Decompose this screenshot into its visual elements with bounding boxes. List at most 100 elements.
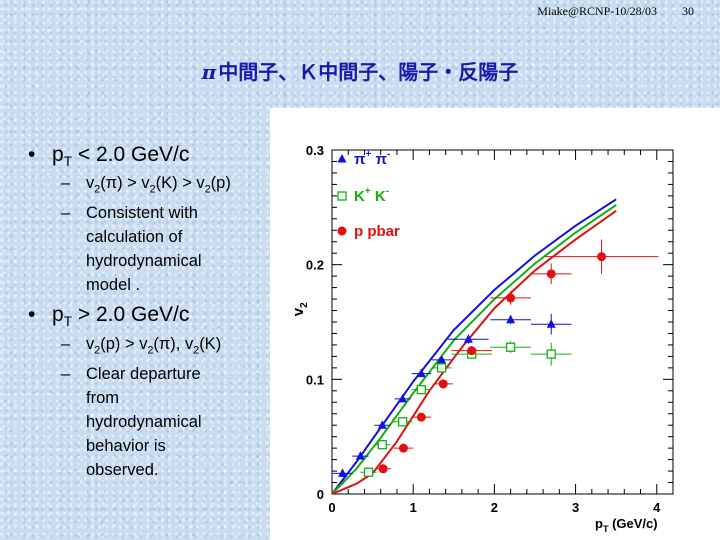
data-point <box>597 252 607 262</box>
data-point <box>377 440 387 450</box>
text-segment: Consistent with <box>86 204 198 223</box>
x-axis-label-subscript: T <box>603 524 609 534</box>
data-point <box>338 468 348 477</box>
subscript: T <box>63 154 73 170</box>
legend-text: p pbar <box>354 223 400 240</box>
slide-title: π 中間子、Ｋ中間子、陽子・反陽子 <box>0 56 720 85</box>
sub-bullet-item: observed. <box>28 458 278 482</box>
text-segment: hydrodynamical <box>86 412 202 431</box>
bullet-item: • pT > 2.0 GeV/c <box>28 303 278 329</box>
subscript: 2 <box>204 183 211 196</box>
sub-bullet-item: – Clear departure <box>28 362 278 386</box>
legend-text: - <box>386 186 389 197</box>
sub-bullet-item: – Consistent with <box>28 201 278 225</box>
sub-bullet-item: calculation of <box>28 225 278 249</box>
sub-bullet-item: hydrodynamical <box>28 410 278 434</box>
text-segment: observed. <box>86 460 159 479</box>
text-segment: Clear departure <box>86 364 201 383</box>
text-segment: (K) <box>199 334 222 353</box>
legend-text: K <box>371 188 386 205</box>
sub-bullet-item: model . <box>28 273 278 297</box>
sub-bullet-item: – v2(π) > v2(K) > v2(p) <box>28 171 278 201</box>
data-point <box>506 293 516 303</box>
legend-marker <box>337 226 347 236</box>
y-tick-label: 0.1 <box>306 372 324 387</box>
text-segment: (p) <box>210 174 231 193</box>
legend-entry: π+ π- <box>354 149 390 168</box>
text-segment: behavior is <box>86 436 166 455</box>
legend-marker <box>337 191 347 201</box>
data-point <box>546 269 556 279</box>
subscript: T <box>63 314 73 330</box>
x-axis-label-unit: (GeV/c) <box>608 516 657 531</box>
text-segment: < 2.0 GeV/c <box>72 143 190 166</box>
subscript: 2 <box>94 343 101 356</box>
page-number: 30 <box>682 4 694 18</box>
legend-text: + <box>365 149 371 160</box>
sub-bullet-dash: – <box>61 334 71 353</box>
subscript: 2 <box>94 183 101 196</box>
x-tick-label: 1 <box>410 500 417 515</box>
bullet-dot: • <box>28 143 36 166</box>
title-text: 中間子、Ｋ中間子、陽子・反陽子 <box>218 60 519 84</box>
bullet-dot: • <box>28 303 36 327</box>
y-tick-label: 0.3 <box>306 143 324 158</box>
data-point <box>398 443 408 453</box>
data-point <box>416 368 426 378</box>
legend-entry: K+ K- <box>354 186 389 205</box>
legend-text: + <box>365 186 371 197</box>
data-point <box>355 451 365 460</box>
sub-bullet-dash: – <box>61 174 71 193</box>
x-tick-label: 4 <box>653 500 661 515</box>
data-point <box>416 385 426 395</box>
data-point <box>437 354 447 364</box>
subscript: 2 <box>147 343 154 356</box>
text-segment: p <box>52 303 64 327</box>
sub-bullet-item: hydrodynamical <box>28 249 278 273</box>
y-axis-label-subscript: 2 <box>299 302 310 308</box>
title-pi-symbol: π <box>201 60 217 84</box>
sub-bullet-item: – v2(p) > v2(π), v2(K) <box>28 332 278 362</box>
author-stamp: Miake@RCNP-10/28/03 <box>537 4 657 18</box>
text-segment: (π) > v <box>100 174 150 193</box>
text-segment: (K) > v <box>155 174 205 193</box>
data-point <box>438 379 448 389</box>
data-point <box>436 363 447 373</box>
slide-header: Miake@RCNP-10/28/03 30 <box>537 4 694 19</box>
data-point <box>467 346 477 356</box>
data-point <box>546 349 556 359</box>
text-segment: hydrodynamical <box>86 252 202 271</box>
x-tick-label: 2 <box>491 500 498 515</box>
text-segment: from <box>86 388 119 407</box>
legend-text: π <box>371 151 387 168</box>
data-point <box>397 417 408 427</box>
bullet-list: • pT < 2.0 GeV/c – v2(π) > v2(K) > v2(p) – Co… <box>28 143 278 482</box>
sub-bullet-item: behavior is <box>28 434 278 458</box>
data-point <box>546 319 556 328</box>
data-point <box>378 464 388 474</box>
data-point <box>463 334 473 343</box>
legend-text: - <box>387 149 390 160</box>
data-point <box>505 342 516 352</box>
y-tick-label: 0 <box>317 487 324 502</box>
text-segment: v <box>86 174 95 193</box>
text-segment: p <box>52 143 64 166</box>
x-tick-label: 0 <box>328 500 335 515</box>
x-tick-label: 3 <box>572 500 579 515</box>
y-tick-label: 0.2 <box>306 258 324 273</box>
text-segment: (p) > v <box>100 334 148 353</box>
legend-marker <box>337 154 347 163</box>
legend-text: K <box>354 188 365 205</box>
legend-text: π <box>354 151 366 168</box>
text-segment: > 2.0 GeV/c <box>72 303 190 327</box>
y-axis-label: v2 <box>290 302 310 316</box>
data-point <box>416 412 426 422</box>
sub-bullet-dash: – <box>61 204 71 223</box>
sub-bullet-item: from <box>28 386 278 410</box>
subscript: 2 <box>193 343 200 356</box>
bullet-item: • pT < 2.0 GeV/c <box>28 143 278 169</box>
sub-bullet-dash: – <box>61 364 71 383</box>
subscript: 2 <box>149 183 156 196</box>
plot-panel: 0 0.1 0.2 0.3 0 1 2 3 4 v2 pT (GeV/c) π+ π- K+ K-p p… <box>270 108 720 540</box>
